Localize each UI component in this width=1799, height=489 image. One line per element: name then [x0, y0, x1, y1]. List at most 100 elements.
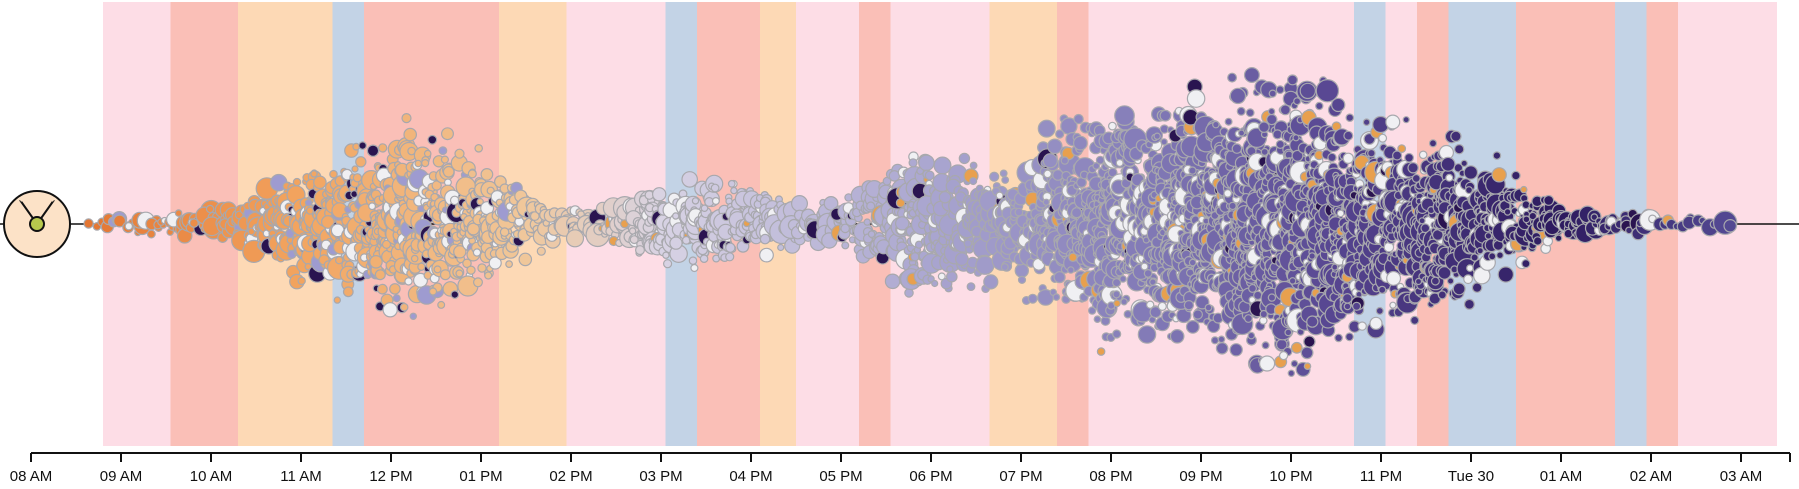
bubble-point [759, 247, 774, 263]
bubble-point [1278, 351, 1289, 361]
bubble-point [1369, 316, 1383, 330]
bubble-point [83, 218, 94, 229]
bubble-point [1463, 298, 1475, 310]
bubble-point [1112, 290, 1121, 299]
bubble-point [1362, 118, 1371, 127]
bubble-point [1095, 155, 1105, 165]
bubble-point [945, 270, 958, 283]
bubble-point [1327, 152, 1337, 163]
bubble-point [477, 263, 487, 273]
bubble-point [1292, 134, 1300, 142]
bubble-point [1188, 166, 1197, 175]
bubble-point [725, 252, 735, 262]
bubble-point [946, 265, 954, 273]
bubble-swarm [83, 66, 1738, 377]
bubble-point [1212, 120, 1220, 129]
bubble-point [329, 169, 338, 179]
bubble-point [628, 227, 637, 235]
bubble-point [884, 273, 901, 290]
bubble-point [453, 245, 467, 259]
bubble-point [455, 269, 464, 278]
bubble-point [1397, 144, 1407, 154]
bubble-point [931, 279, 939, 288]
bubble-point [1463, 165, 1479, 180]
bubble-point [421, 159, 430, 168]
bubble-point [1378, 133, 1388, 143]
bubble-point [462, 258, 472, 269]
bubble-point [1287, 369, 1296, 377]
bubble-point [442, 165, 455, 178]
bubble-point [368, 202, 377, 211]
bubble-point [1428, 139, 1438, 148]
bubble-point [1245, 108, 1255, 118]
bubble-point [691, 197, 700, 205]
bubble-point [1014, 263, 1030, 278]
bubble-point [1247, 331, 1256, 340]
bubble-point [955, 252, 969, 267]
bubble-point [1204, 303, 1213, 312]
bubble-point [672, 212, 680, 220]
bubble-point [1185, 320, 1200, 334]
bubble-point [189, 218, 199, 228]
bubble-point [1306, 315, 1319, 328]
bubble-point [351, 165, 359, 173]
bubble-point [1446, 277, 1455, 285]
bubble-point [374, 269, 386, 281]
bubble-point [1093, 315, 1102, 324]
bubble-point [1001, 176, 1010, 184]
bubble-point [933, 156, 952, 175]
bubble-point [321, 215, 335, 229]
bubble-point [690, 263, 699, 273]
bubble-point [1266, 113, 1278, 126]
bubble-point [1410, 315, 1420, 325]
bubble-point [355, 156, 367, 168]
bubble-point [918, 154, 935, 172]
bubble-point [1293, 97, 1302, 106]
bubble-point [1303, 362, 1312, 371]
bubble-point [790, 195, 808, 213]
bubble-point [1330, 97, 1346, 113]
bubble-point [403, 127, 417, 142]
bubble-point [381, 239, 392, 249]
bubble-point [969, 161, 978, 170]
bubble-point [662, 251, 670, 259]
bubble-point [389, 283, 401, 295]
bubble-point [1345, 113, 1355, 123]
bubble-point [1229, 87, 1247, 105]
bubble-point [1389, 301, 1397, 309]
bubble-point [174, 209, 183, 217]
bubble-point [1115, 158, 1124, 167]
bubble-point [1227, 72, 1238, 83]
bubble-point [1159, 109, 1172, 122]
bubble-point [1357, 321, 1367, 331]
bubble-point [518, 252, 533, 267]
bubble-point [1215, 341, 1229, 355]
bubble-point [1440, 156, 1456, 172]
bubble-point [969, 177, 978, 186]
bubble-point [1228, 201, 1237, 211]
bubble-point [113, 214, 127, 228]
bubble-point [449, 195, 460, 206]
bubble-point [863, 218, 871, 226]
bubble-point [1186, 89, 1206, 108]
bubble-point [688, 256, 698, 266]
bubble-point [1418, 217, 1426, 225]
bubble-point [841, 241, 850, 250]
bubble-point [404, 277, 413, 286]
bubble-point [1267, 293, 1277, 302]
bubble-point [536, 246, 546, 256]
bubble-point [958, 152, 971, 165]
bubble-point [440, 155, 449, 164]
bubble-point [1210, 336, 1220, 345]
bubble-point [1450, 130, 1462, 142]
bubble-point [995, 191, 1004, 200]
bubble-point [1261, 341, 1270, 350]
bubble-point [1288, 277, 1297, 285]
bubble-point [1114, 105, 1135, 126]
bubble-point [1027, 293, 1038, 304]
bubble-point [725, 242, 736, 253]
bubble-point [1284, 328, 1293, 337]
bubble-point [1017, 275, 1027, 284]
bubble-point [366, 144, 380, 157]
bubble-point [1378, 285, 1387, 294]
